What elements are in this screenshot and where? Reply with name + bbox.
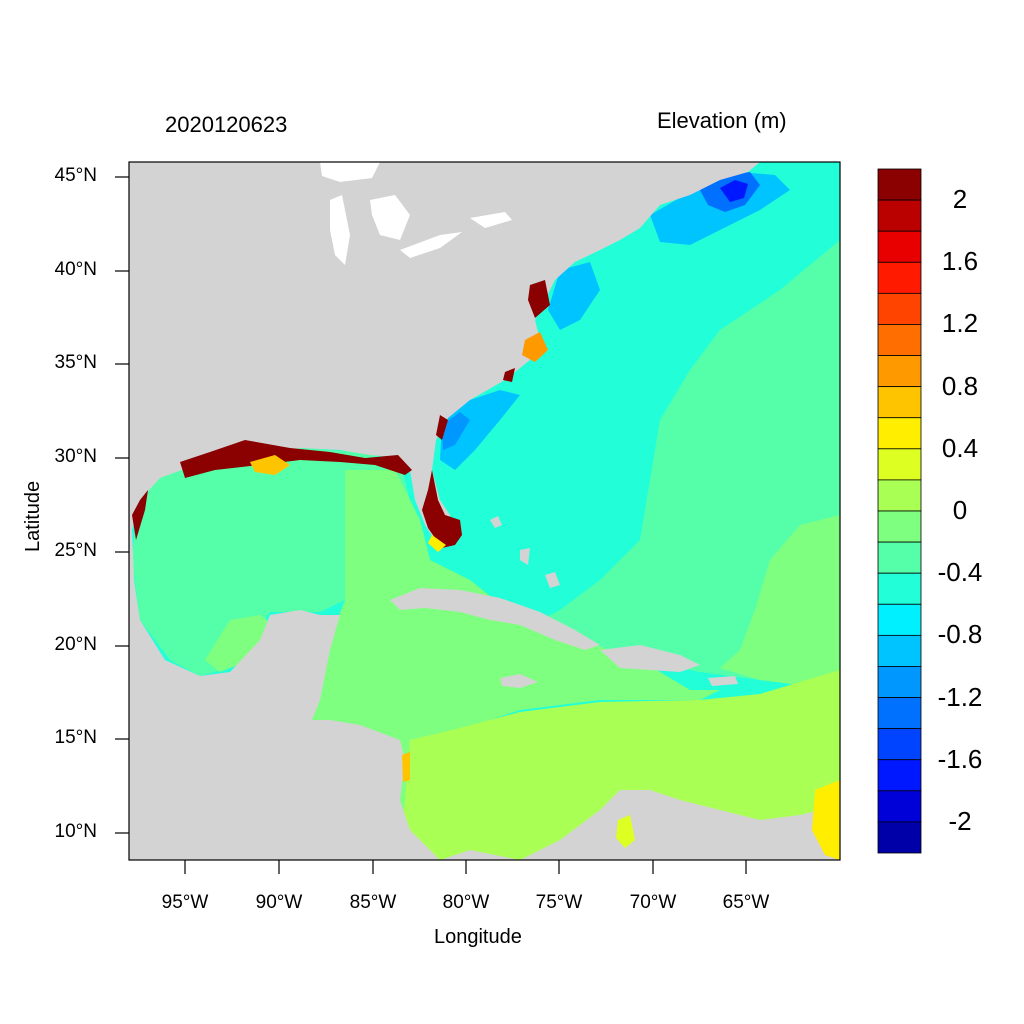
land-hispaniola [600, 645, 700, 672]
x-tick-label: 80°W [442, 892, 490, 913]
map-area [129, 162, 840, 860]
atlantic-zero-east [720, 515, 840, 690]
y-tick-label: 30°N [54, 446, 97, 467]
central-america-coast-positive [402, 752, 410, 782]
colorbar-label: -0.8 [937, 619, 983, 650]
venezuela-coast-positive [812, 780, 840, 860]
colorbar [877, 168, 922, 854]
land-cuba [390, 588, 600, 650]
florida-bay-positive [428, 535, 446, 552]
colorbar-segment [877, 759, 922, 792]
colorbar-segment [877, 697, 922, 730]
x-tick-label: 95°W [161, 892, 209, 913]
y-tick-label: 35°N [54, 352, 97, 373]
colorbar-segment [877, 572, 922, 605]
colorbar-segment [877, 666, 922, 698]
colorbar-segment [877, 479, 922, 512]
land-south-america [440, 790, 840, 860]
louisiana-positive [250, 455, 290, 475]
texas-coast-high [132, 490, 148, 540]
land-jamaica [500, 674, 538, 688]
x-tick-label: 70°W [629, 892, 677, 913]
land-puerto-rico [708, 676, 738, 686]
colorbar-segment [877, 603, 922, 636]
colorbar-label: -2 [948, 805, 972, 836]
y-tick-label: 45°N [54, 165, 97, 186]
y-tick-label: 10°N [54, 821, 97, 842]
carolina-sounds-high [522, 332, 548, 362]
x-ticks [184, 860, 747, 874]
y-tick-label: 15°N [54, 727, 97, 748]
map-frame [128, 161, 841, 861]
mid-atlantic-coastal-low [548, 262, 600, 330]
southeast-coastal-low [440, 390, 520, 470]
lake-michigan [330, 195, 350, 265]
colorbar-segment [877, 821, 922, 854]
x-tick-label: 85°W [349, 892, 397, 913]
colorbar-segment [877, 634, 922, 667]
land-bahamas [490, 516, 560, 588]
colorbar-segment [877, 355, 922, 388]
y-ticks [115, 176, 129, 834]
x-tick-label: 75°W [535, 892, 583, 913]
land-north-america [129, 162, 760, 860]
lake-ontario [470, 212, 512, 228]
colorbar-title: Elevation (m) [657, 108, 787, 133]
southeast-coastal-lower [442, 412, 470, 450]
yucatan-zero [205, 615, 280, 672]
colorbar-label: -1.6 [937, 743, 983, 774]
colorbar-label: -0.4 [937, 557, 983, 588]
chesapeake-high [528, 280, 550, 318]
colorbar-segment [877, 417, 922, 450]
lake-superior [320, 162, 380, 182]
colorbar-label: -1.2 [937, 681, 983, 712]
colorbar-segment [877, 261, 922, 294]
gulf-of-maine-lowest [720, 180, 748, 202]
x-axis-title: Longitude [434, 926, 522, 948]
colorbar-segment [877, 168, 922, 201]
lake-erie [400, 232, 462, 258]
y-axis-title: Latitude [22, 480, 44, 552]
lake-maracaibo-positive [616, 815, 635, 848]
gulf-coast-marsh-high [180, 440, 412, 478]
colorbar-segment [877, 230, 922, 263]
colorbar-segment [877, 510, 922, 543]
colorbar-label: 1.2 [941, 308, 979, 339]
colorbar-segment [877, 292, 922, 325]
y-tick-label: 20°N [54, 634, 97, 655]
colorbar-segment [877, 324, 922, 356]
date-label: 2020120623 [165, 112, 288, 137]
colorbar-segment [877, 790, 922, 823]
colorbar-label: 2 [952, 184, 968, 215]
colorbar-segment [877, 386, 922, 419]
y-tick-label: 25°N [54, 540, 97, 561]
x-tick-label: 65°W [722, 892, 770, 913]
lake-huron [370, 195, 410, 240]
colorbar-segment [877, 448, 922, 481]
colorbar-segment [877, 541, 922, 574]
atlantic-minus03-region [520, 240, 840, 690]
colorbar-label: 0.8 [941, 370, 979, 401]
colorbar-label: 0 [952, 495, 968, 525]
florida-high-surge [422, 470, 462, 548]
colorbar-label: 1.6 [941, 246, 979, 277]
atlantic-coast-fringe [436, 368, 515, 440]
x-tick-label: 90°W [255, 892, 303, 913]
colorbar-segment [877, 728, 922, 761]
colorbar-segment [877, 199, 922, 232]
colorbar-label: 0.4 [941, 432, 979, 463]
y-tick-label: 40°N [54, 259, 97, 280]
